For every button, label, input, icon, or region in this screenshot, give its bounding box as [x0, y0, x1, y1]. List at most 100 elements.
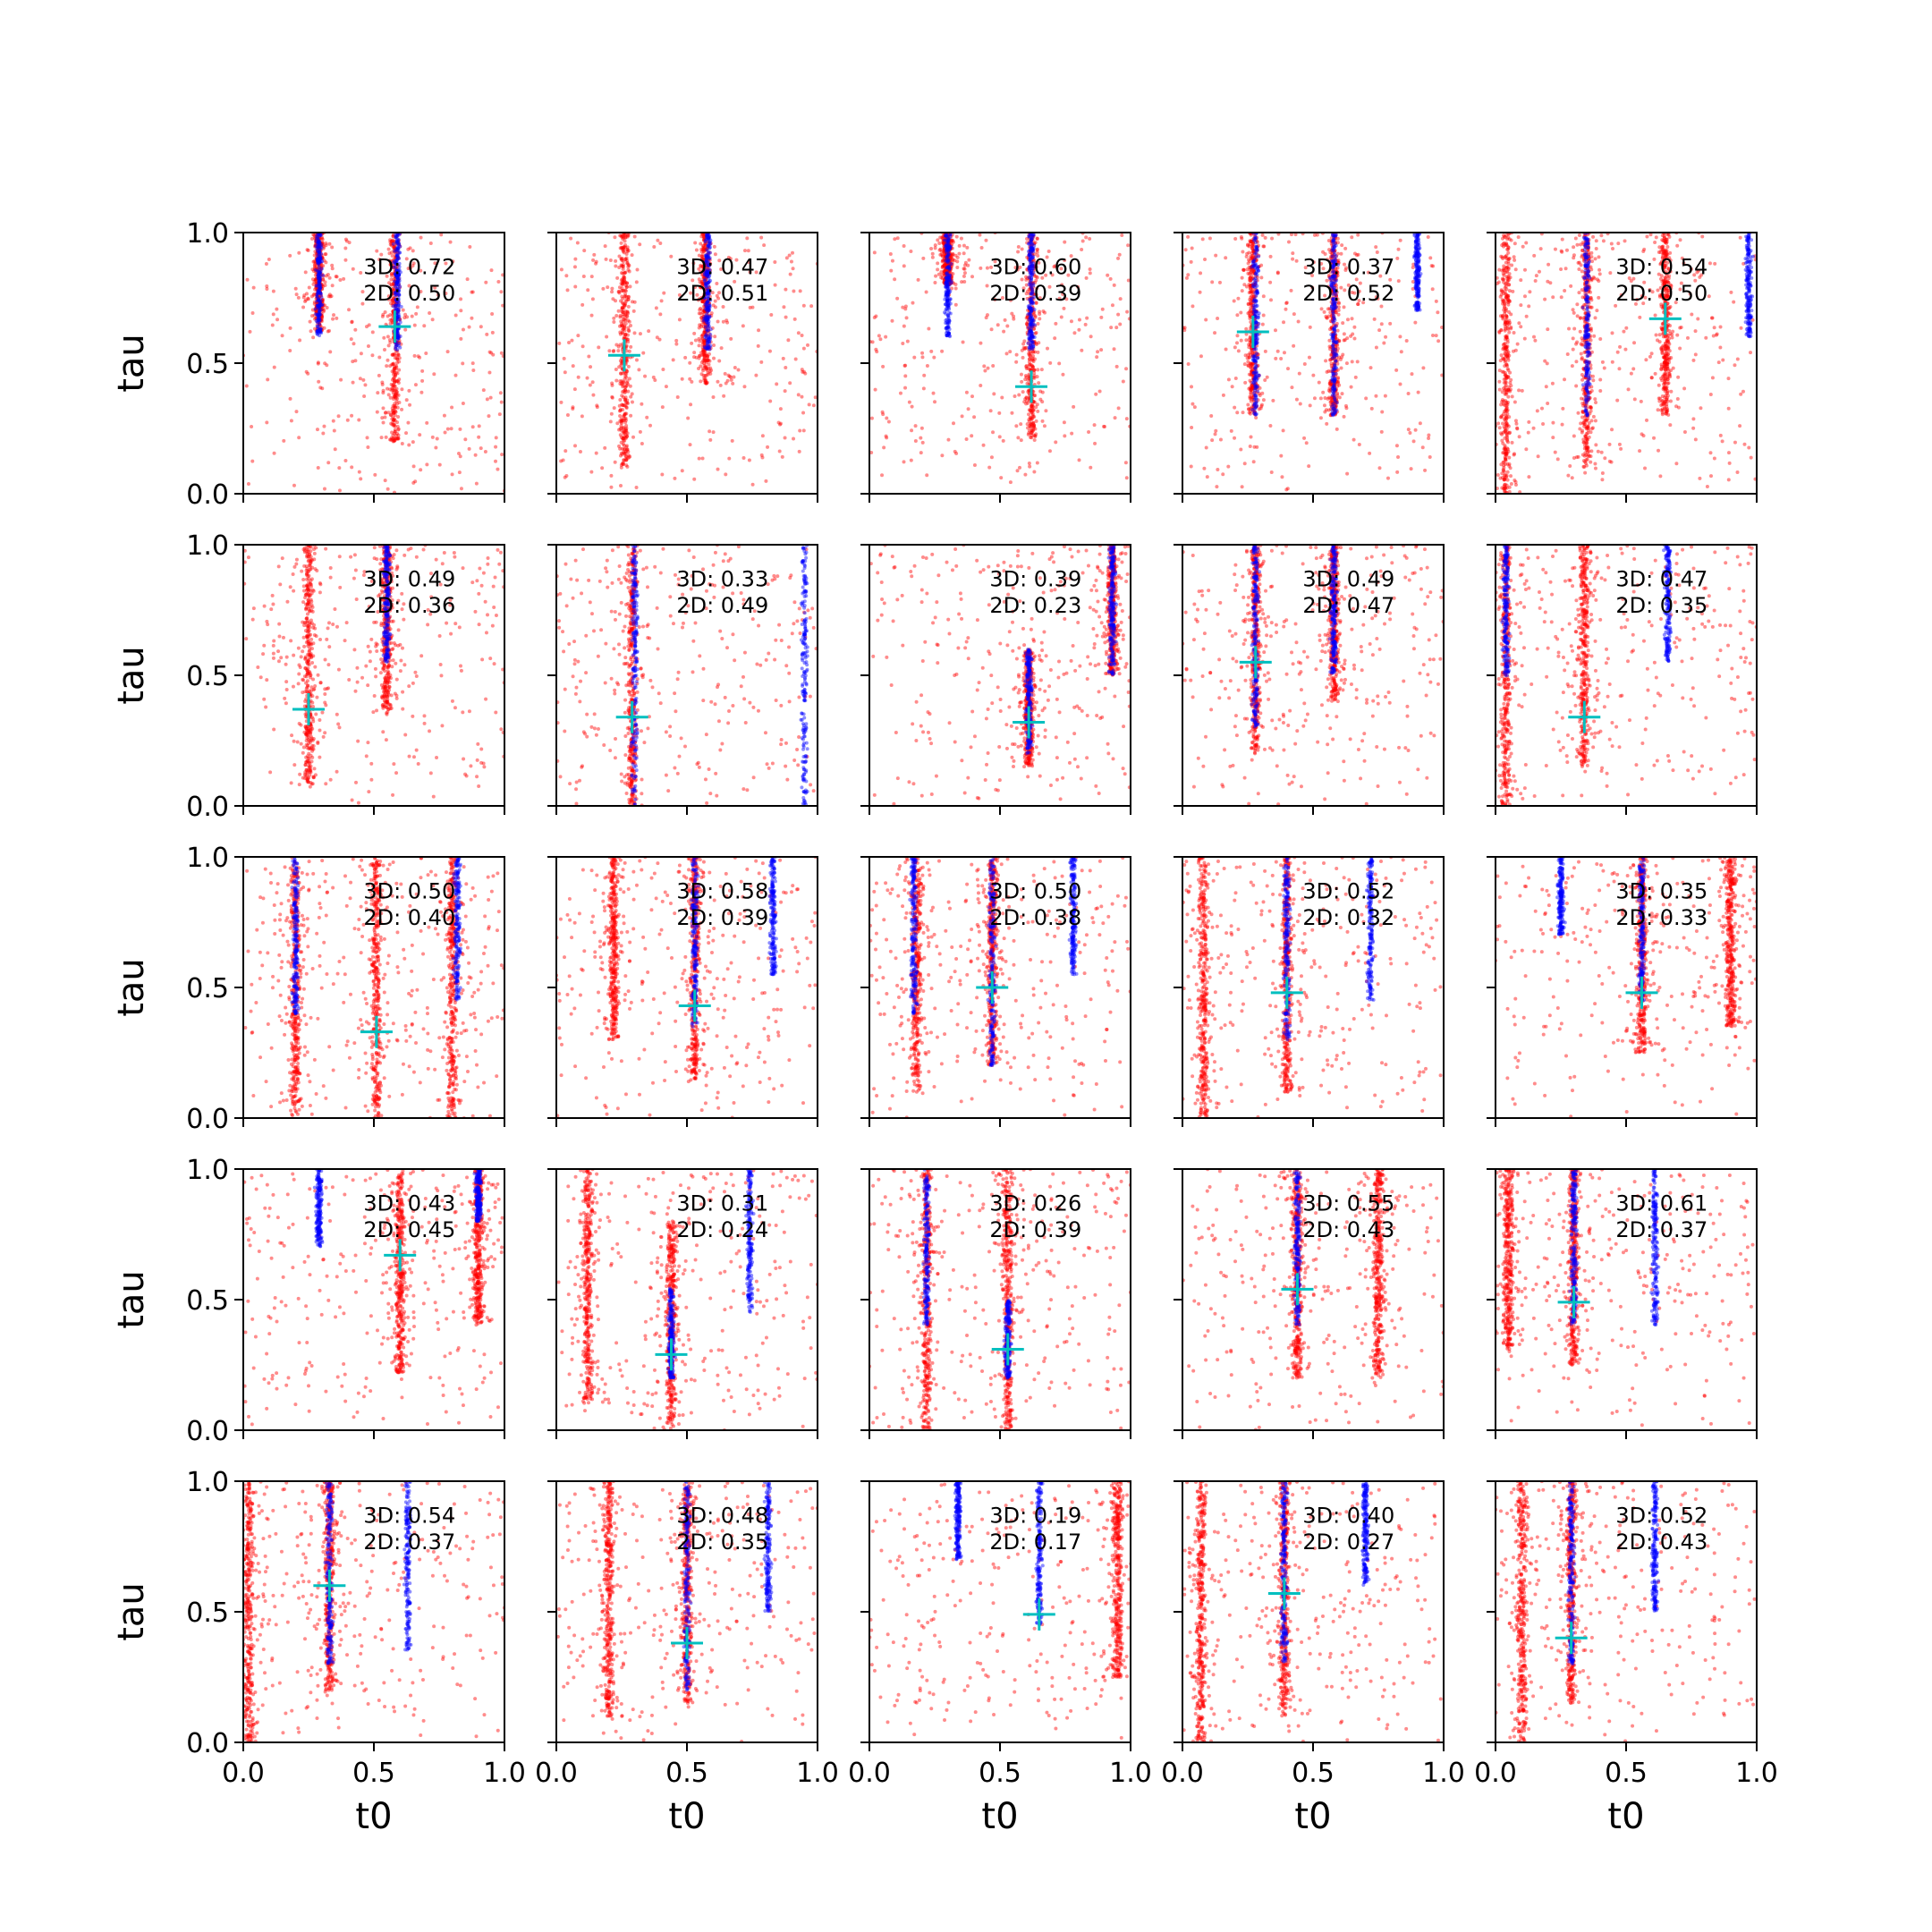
red-point — [623, 292, 628, 296]
red-point — [1027, 408, 1031, 412]
red-point — [293, 286, 298, 291]
blue-point — [318, 255, 323, 259]
red-point — [275, 307, 279, 311]
red-point — [1398, 335, 1402, 339]
blue-point — [394, 250, 399, 254]
red-point — [601, 286, 606, 291]
red-point — [312, 259, 317, 264]
blue-point — [394, 262, 399, 267]
red-point — [1028, 326, 1032, 331]
red-point — [319, 236, 324, 241]
red-point — [626, 298, 631, 302]
red-point — [396, 414, 401, 419]
red-point — [621, 327, 625, 332]
red-point — [1030, 288, 1034, 292]
red-point — [699, 281, 704, 285]
red-point — [320, 298, 325, 302]
blue-point — [316, 240, 320, 244]
red-point — [620, 245, 624, 250]
red-point — [392, 265, 396, 269]
red-point — [594, 259, 598, 264]
blue-point — [946, 320, 951, 325]
red-point — [1246, 360, 1250, 364]
blue-point — [707, 288, 711, 292]
red-point — [395, 248, 400, 252]
red-point — [706, 258, 710, 262]
red-point — [708, 250, 712, 255]
red-point — [703, 365, 708, 369]
red-point — [701, 299, 706, 303]
red-point — [972, 415, 977, 419]
red-point — [691, 355, 696, 360]
red-point — [624, 401, 629, 405]
red-point — [1029, 352, 1033, 356]
blue-point — [397, 314, 402, 318]
red-point — [1021, 342, 1026, 346]
red-point — [1030, 259, 1034, 264]
red-point — [1031, 420, 1036, 425]
blue-point — [317, 283, 321, 287]
blue-point — [395, 240, 400, 244]
red-point — [396, 352, 401, 357]
red-point — [318, 305, 322, 309]
red-point — [425, 420, 429, 425]
red-point — [1023, 397, 1028, 402]
red-point — [370, 330, 375, 335]
blue-point — [316, 249, 320, 253]
red-point — [1124, 417, 1129, 421]
red-point — [317, 256, 321, 260]
red-point — [1030, 358, 1035, 362]
blue-point — [396, 242, 401, 246]
red-point — [1210, 280, 1215, 284]
red-point — [706, 299, 710, 303]
red-point — [314, 277, 318, 282]
blue-point — [707, 292, 711, 296]
red-point — [313, 309, 318, 313]
red-point — [630, 253, 634, 258]
red-point — [1289, 288, 1293, 292]
red-point — [622, 444, 626, 448]
red-point — [733, 279, 737, 284]
red-point — [1030, 264, 1035, 268]
red-point — [318, 278, 322, 283]
red-point — [618, 379, 623, 384]
red-point — [902, 324, 906, 328]
blue-point — [398, 244, 402, 249]
red-point — [699, 379, 703, 384]
red-point — [318, 312, 322, 317]
red-point — [647, 329, 651, 334]
red-point — [703, 260, 708, 265]
blue-point — [707, 336, 711, 341]
blue-point — [704, 271, 708, 275]
red-point — [801, 428, 806, 433]
red-point — [310, 308, 315, 312]
red-point — [1026, 366, 1030, 370]
blue-point — [395, 311, 400, 316]
red-point — [1204, 445, 1208, 450]
blue-point — [705, 270, 709, 275]
blue-point — [318, 283, 322, 287]
blue-point — [707, 308, 711, 312]
red-point — [316, 291, 320, 295]
red-point — [595, 403, 599, 408]
blue-point — [703, 318, 708, 322]
red-point — [316, 287, 320, 292]
red-point — [955, 259, 960, 264]
blue-point — [316, 242, 320, 247]
red-point — [1112, 283, 1116, 287]
red-point — [324, 243, 328, 248]
red-point — [697, 366, 701, 370]
red-point — [1016, 250, 1021, 254]
red-point — [702, 330, 707, 335]
red-point — [623, 397, 627, 402]
red-point — [565, 288, 570, 292]
red-point — [610, 383, 614, 387]
red-point — [930, 255, 935, 259]
red-point — [589, 365, 593, 369]
red-point — [1434, 334, 1438, 338]
red-point — [698, 323, 702, 327]
red-point — [396, 307, 401, 311]
red-point — [313, 236, 318, 241]
blue-point — [945, 247, 949, 251]
red-point — [315, 311, 319, 316]
